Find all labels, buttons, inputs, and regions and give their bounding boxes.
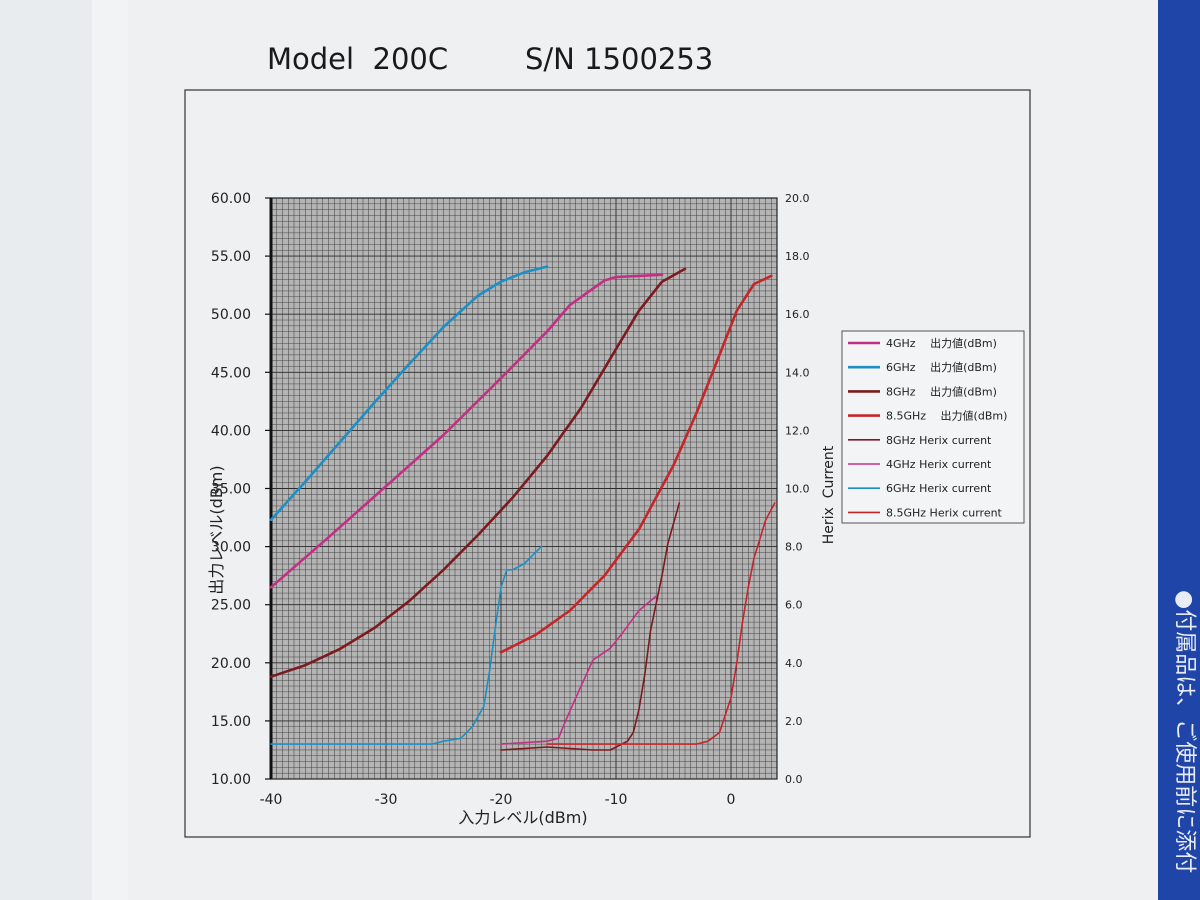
series-line-3 — [269, 267, 687, 679]
y2-tick-label: 8.0 — [785, 541, 803, 554]
y-tick-label: 30.00 — [211, 540, 251, 556]
y2-tick-label: 4.0 — [785, 657, 803, 670]
series-line-4 — [499, 274, 773, 654]
y2-tick-label: 2.0 — [785, 715, 803, 728]
y-tick-label: 20.00 — [211, 656, 251, 672]
legend-label: 4GHz 出力値(dBm) — [886, 336, 997, 350]
side-text: ●付属品は、ご使用前に添付 — [1172, 590, 1197, 873]
chart-frame — [184, 89, 1031, 838]
legend-label: 4GHz Herix current — [886, 458, 992, 471]
y-tick-label: 10.00 — [211, 772, 251, 788]
legend: 4GHz 出力値(dBm) 6GHz 出力値(dBm) 8GHz 出力値(dBm) 8… — [848, 336, 1007, 519]
x-tick-label: -20 — [490, 792, 513, 808]
y2-tick-label: 18.0 — [785, 250, 810, 263]
y2-tick-label: 10.0 — [785, 483, 810, 496]
y2-tick-label: 6.0 — [785, 599, 803, 612]
y-tick-label: 25.00 — [211, 598, 251, 614]
legend-label: 8GHz 出力値(dBm) — [886, 384, 997, 398]
title-model: Model 200C — [267, 42, 448, 76]
y2-tick-label: 14.0 — [785, 366, 810, 379]
x-axis-ticks: -40 -30 -20 -10 0 — [260, 792, 736, 808]
y2-axis-ticks: 0.0 2.0 4.0 6.0 8.0 10.0 12.0 14.0 16.0 18.0 20.0 — [785, 192, 810, 786]
y-tick-label: 50.00 — [211, 307, 251, 323]
page-edge — [92, 0, 132, 900]
grid-lines — [270, 197, 778, 780]
legend-box — [841, 330, 1025, 524]
series-line-8 — [546, 502, 776, 745]
y-tick-label: 60.00 — [211, 191, 251, 207]
y2-tick-label: 0.0 — [785, 773, 803, 786]
series-line-1 — [269, 273, 664, 589]
series-lines — [269, 265, 776, 751]
y2-axis-label: Herix Current — [821, 445, 837, 544]
y-tick-label: 40.00 — [211, 423, 251, 439]
y-axis-ticks: 10.00 15.00 20.00 25.00 30.00 35.00 40.00 45.00… — [211, 191, 271, 788]
y-tick-label: 15.00 — [211, 714, 251, 730]
x-tick-label: -30 — [375, 792, 398, 808]
y-tick-label: 35.00 — [211, 482, 251, 498]
left-sheet — [0, 0, 95, 900]
x-tick-label: -40 — [260, 792, 283, 808]
x-axis-label: 入力レベル(dBm) — [458, 808, 587, 827]
legend-label: 8.5GHz Herix current — [886, 506, 1003, 519]
legend-label: 8GHz Herix current — [886, 434, 992, 447]
y2-tick-label: 16.0 — [785, 308, 810, 321]
x-tick-label: -10 — [605, 792, 628, 808]
legend-label: 6GHz Herix current — [886, 482, 992, 495]
y-tick-label: 45.00 — [211, 365, 251, 381]
series-line-2 — [269, 265, 549, 522]
title-serial: S/N 1500253 — [525, 42, 713, 76]
y-axis-label: 出力レベル(dBm) — [207, 465, 226, 594]
y2-tick-label: 20.0 — [785, 192, 810, 205]
y-tick-label: 55.00 — [211, 249, 251, 265]
series-line-6 — [500, 595, 658, 745]
series-line-7 — [270, 545, 543, 745]
legend-label: 8.5GHz 出力値(dBm) — [886, 409, 1007, 423]
x-tick-label: 0 — [727, 792, 736, 808]
legend-label: 6GHz 出力値(dBm) — [886, 360, 997, 374]
blue-cover — [1158, 0, 1200, 900]
series-line-5 — [500, 502, 681, 751]
y2-tick-label: 12.0 — [785, 424, 810, 437]
